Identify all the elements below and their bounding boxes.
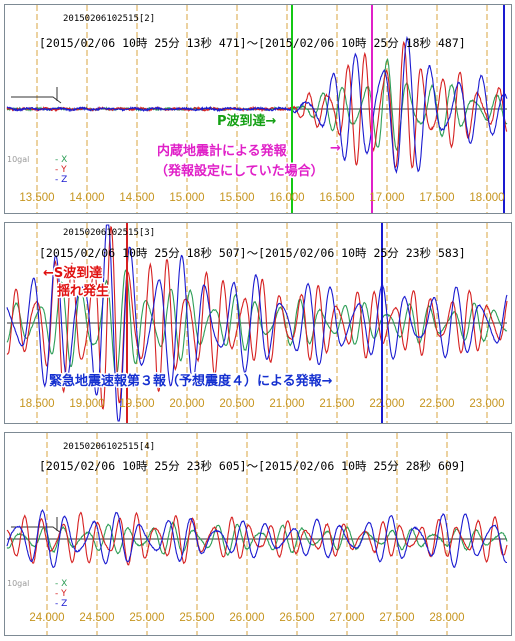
x-tick-label: 27.000 [329,612,364,624]
waveform-y [6,511,508,566]
scale-bracket [11,517,62,534]
waveform-panel-3: 24.000 24.500 25.000 25.500 26.000 26.500 27.0… [4,432,512,636]
x-tick-label: 16.000 [269,192,304,204]
waveform-panel-2: 18.500 19.000 19.500 20.000 20.500 21.000 21.5… [4,222,512,424]
x-tick-label: 14.000 [69,192,104,204]
x-tick-label: 25.500 [179,612,214,624]
scale-bracket [11,87,62,104]
panel-1-legend: - X - Y - Z [55,155,67,185]
panel-2-time-range: [2015/02/06 10時 25分 18秒 507]～[2015/02/06… [39,246,466,260]
waveform-z [6,224,508,422]
legend-x: - X [55,579,68,589]
x-tick-label: 19.000 [69,398,104,410]
annotation-label: （発報設定にしていた場合） [155,163,324,179]
annotation-label: 緊急地震速報第３報（予想震度４）による発報→ [49,373,333,389]
x-tick-label: 13.500 [19,192,54,204]
x-tick-label: 15.500 [219,192,254,204]
legend-y: - Y [55,589,67,599]
panel-3-scale-label: 10gal [7,579,30,588]
panel-3-time-range: [2015/02/06 10時 25分 23秒 605]～[2015/02/06… [39,459,466,473]
panel-1-scale-label: 10gal [7,155,30,164]
annotation-label: P波到達→ [217,113,277,129]
annotation-label: ←S波到達 [43,265,102,281]
panel-3-id: 20150206102515[4] [63,442,156,452]
x-tick-label: 25.000 [129,612,164,624]
x-tick-label: 15.000 [169,192,204,204]
panel-2-id: 20150206102515[3] [63,228,156,238]
x-tick-label: 17.000 [369,192,404,204]
x-tick-label: 22.000 [369,398,404,410]
annotation-label: → [330,141,341,156]
legend-z: - Z [55,175,68,185]
legend-y: - Y [55,165,67,175]
x-tick-label: 23.000 [469,398,504,410]
x-tick-label: 18.000 [469,192,504,204]
x-tick-label: 16.500 [319,192,354,204]
waveform-z [6,35,508,174]
waveform-y [6,225,508,410]
x-tick-label: 26.000 [229,612,264,624]
panel-1-id: 20150206102515[2] [63,14,156,24]
panel-3-legend: - X - Y - Z [55,579,67,609]
legend-z: - Z [55,599,68,609]
x-tick-label: 28.000 [429,612,464,624]
waveform-x [6,269,508,378]
x-tick-label: 18.500 [19,398,54,410]
waveform-plot-2: 18.500 19.000 19.500 20.000 20.500 21.000 21.5… [6,223,508,423]
waveform-panel-1: 13.500 14.000 14.500 15.000 15.500 16.000 16.5… [4,4,512,214]
x-tick-label: 19.500 [119,398,154,410]
x-tick-label: 21.000 [269,398,304,410]
x-tick-label: 26.500 [279,612,314,624]
legend-x: - X [55,155,68,165]
waveform-plot-3: 24.000 24.500 25.000 25.500 26.000 26.500 27.0… [6,433,508,635]
annotation-label: 揺れ発生 [57,283,109,299]
waveform-z [6,509,507,569]
x-tick-label: 24.000 [29,612,64,624]
x-tick-label: 20.500 [219,398,254,410]
x-tick-label: 20.000 [169,398,204,410]
x-tick-label: 17.500 [419,192,454,204]
x-tick-label: 22.500 [419,398,454,410]
annotation-label: 内蔵地震計による発報 [157,143,288,159]
waveform-plot-1: 13.500 14.000 14.500 15.000 15.500 16.000 16.5… [6,5,508,213]
x-tick-label: 24.500 [79,612,114,624]
panel-1-time-range: [2015/02/06 10時 25分 13秒 471]～[2015/02/06… [39,36,466,50]
x-tick-label: 27.500 [379,612,414,624]
x-tick-label: 21.500 [319,398,354,410]
x-tick-label: 14.500 [119,192,154,204]
waveform-x [6,521,508,556]
